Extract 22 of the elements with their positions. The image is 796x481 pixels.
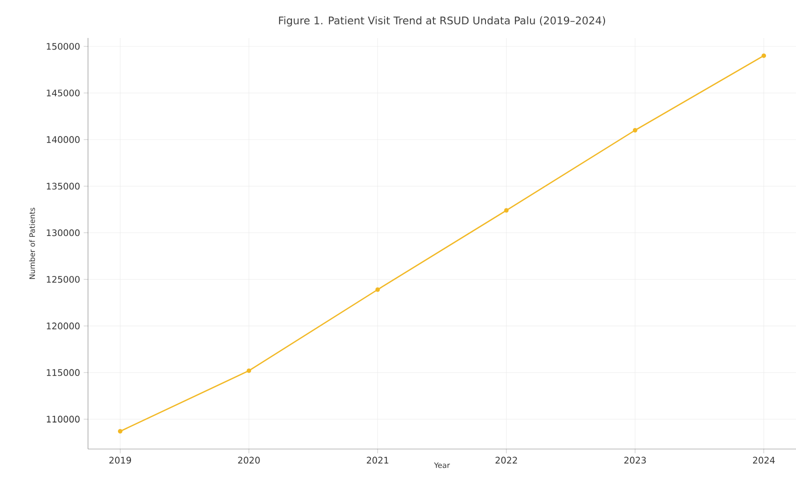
y-tick-label: 115000 (46, 369, 80, 376)
x-tick-label: 2024 (753, 456, 775, 464)
y-tick-label: 120000 (46, 322, 80, 330)
x-tick-label: 2019 (109, 456, 132, 464)
x-tick-label: 2022 (496, 456, 517, 464)
x-tick-label: 2020 (238, 456, 260, 464)
point (504, 208, 509, 213)
y-tick-label: 110000 (46, 416, 80, 423)
point (762, 53, 766, 58)
y-tick-label: 145000 (46, 90, 80, 96)
chart-title: Figure 1. Patient Visit Trend at RSUD Undata Palu (2019–2024) (279, 16, 606, 26)
y-tick-label: 150000 (46, 42, 80, 50)
point (375, 287, 380, 292)
y-tick-label: 125000 (46, 276, 80, 283)
y-tick-label: 135000 (46, 182, 80, 190)
point (632, 128, 638, 132)
x-tick-label: 2021 (366, 456, 388, 464)
x-tick-label: 2023 (624, 456, 646, 464)
y-tick-label: 140000 (46, 136, 80, 143)
y-tick-label: 130000 (46, 229, 80, 236)
point (246, 368, 252, 373)
point (118, 429, 122, 434)
